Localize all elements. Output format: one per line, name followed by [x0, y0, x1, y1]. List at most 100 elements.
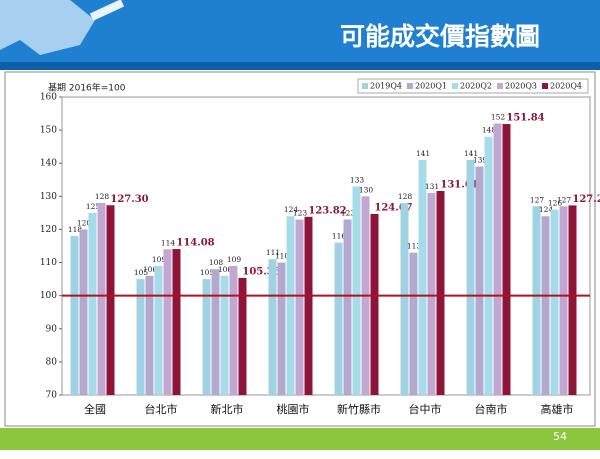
bar: [163, 249, 172, 395]
legend-label: 2020Q2: [460, 82, 492, 91]
bar: [145, 275, 154, 395]
value-label: 123: [293, 209, 308, 218]
bar: [97, 202, 106, 395]
value-label: 131.61: [440, 180, 478, 191]
header-stripe: [0, 62, 600, 70]
value-label: 106: [143, 265, 158, 274]
x-tick-label: 桃園市: [277, 402, 310, 416]
bar: [493, 123, 502, 395]
bar: [550, 209, 559, 395]
chart-subtitle: 基期 2016年=100: [48, 82, 126, 94]
value-label: 109: [227, 255, 242, 264]
legend: 2019Q4 2020Q1 2020Q2 2020Q3 2020Q4: [357, 78, 589, 94]
bar: [211, 269, 220, 395]
plot: 708090100110120130140150160全國11812012512…: [40, 78, 600, 416]
bar: [559, 206, 568, 395]
bar: [568, 205, 577, 395]
x-tick-label: 全國: [84, 402, 106, 416]
y-tick-label: 110: [40, 258, 57, 268]
bar: [484, 136, 493, 395]
bar: [400, 202, 409, 395]
bar: [154, 265, 163, 395]
y-tick-label: 100: [40, 291, 57, 301]
x-tick-label: 台中市: [409, 402, 442, 416]
value-label: 131: [425, 182, 439, 191]
value-label: 108: [209, 258, 224, 267]
value-label: 141: [416, 149, 430, 158]
bar: [532, 206, 541, 395]
map-decoration: [0, 0, 95, 55]
bar: [295, 219, 304, 395]
bar: [136, 279, 145, 395]
value-label: 127.30: [110, 194, 148, 205]
bar: [409, 252, 418, 395]
legend-swatch: [452, 83, 458, 89]
bar: [286, 216, 295, 395]
bar: [202, 279, 211, 395]
bar: [334, 242, 343, 395]
value-label: 152: [491, 112, 506, 121]
bar: [106, 205, 115, 395]
legend-swatch: [362, 83, 368, 89]
bar: [475, 166, 484, 395]
y-tick-label: 140: [40, 159, 57, 169]
legend-label: 2020Q4: [550, 82, 582, 91]
value-label: 113: [407, 242, 422, 251]
bar: [502, 124, 511, 395]
value-label: 105: [200, 268, 215, 277]
value-label: 127: [557, 195, 572, 204]
legend-swatch: [542, 83, 548, 89]
y-tick-label: 120: [40, 225, 57, 235]
footer-band: [0, 428, 600, 450]
bar: [268, 259, 277, 395]
bar: [79, 229, 88, 395]
bar: [220, 275, 229, 395]
bar: [436, 191, 445, 395]
value-label: 109: [152, 255, 167, 264]
x-tick-label: 新竹縣市: [337, 402, 381, 416]
y-tick-label: 70: [46, 391, 58, 401]
legend-box: [357, 78, 589, 94]
legend-swatch: [497, 83, 503, 89]
value-label: 125: [86, 202, 101, 211]
bar: [466, 159, 475, 395]
x-tick-label: 高雄市: [541, 402, 574, 416]
y-tick-label: 160: [40, 93, 57, 103]
bar: [304, 216, 313, 395]
bar: [343, 219, 352, 395]
value-label: 110: [275, 252, 290, 261]
bar: [277, 262, 286, 395]
value-label: 116: [332, 232, 347, 241]
plot-area: [61, 96, 591, 396]
bar: [70, 236, 79, 395]
value-label: 127.26: [572, 194, 600, 205]
y-tick-label: 130: [40, 192, 57, 202]
value-label: 127: [530, 195, 545, 204]
x-tick-label: 台北市: [145, 402, 178, 416]
x-tick-label: 台南市: [475, 402, 508, 416]
bar: [370, 213, 379, 395]
y-tick-label: 90: [46, 324, 58, 334]
value-label: 128: [398, 192, 413, 201]
legend-swatch: [407, 83, 413, 89]
bar: [427, 193, 436, 395]
value-label: 106: [218, 265, 233, 274]
value-label: 114.08: [176, 238, 214, 249]
value-label: 124.67: [374, 202, 412, 213]
value-label: 105: [134, 268, 149, 277]
value-label: 118: [68, 225, 83, 234]
bar: [229, 265, 238, 395]
value-label: 123.82: [308, 205, 346, 216]
x-tick-label: 新北市: [211, 402, 244, 416]
y-tick-label: 80: [46, 357, 58, 367]
value-label: 141: [464, 149, 478, 158]
legend-label: 2020Q1: [415, 82, 447, 91]
bar: [418, 159, 427, 395]
value-label: 133: [350, 175, 365, 184]
y-tick-label: 150: [40, 126, 57, 136]
bar: [541, 216, 550, 395]
value-label: 128: [95, 192, 110, 201]
value-label: 139: [473, 156, 488, 165]
value-label: 123: [341, 209, 356, 218]
